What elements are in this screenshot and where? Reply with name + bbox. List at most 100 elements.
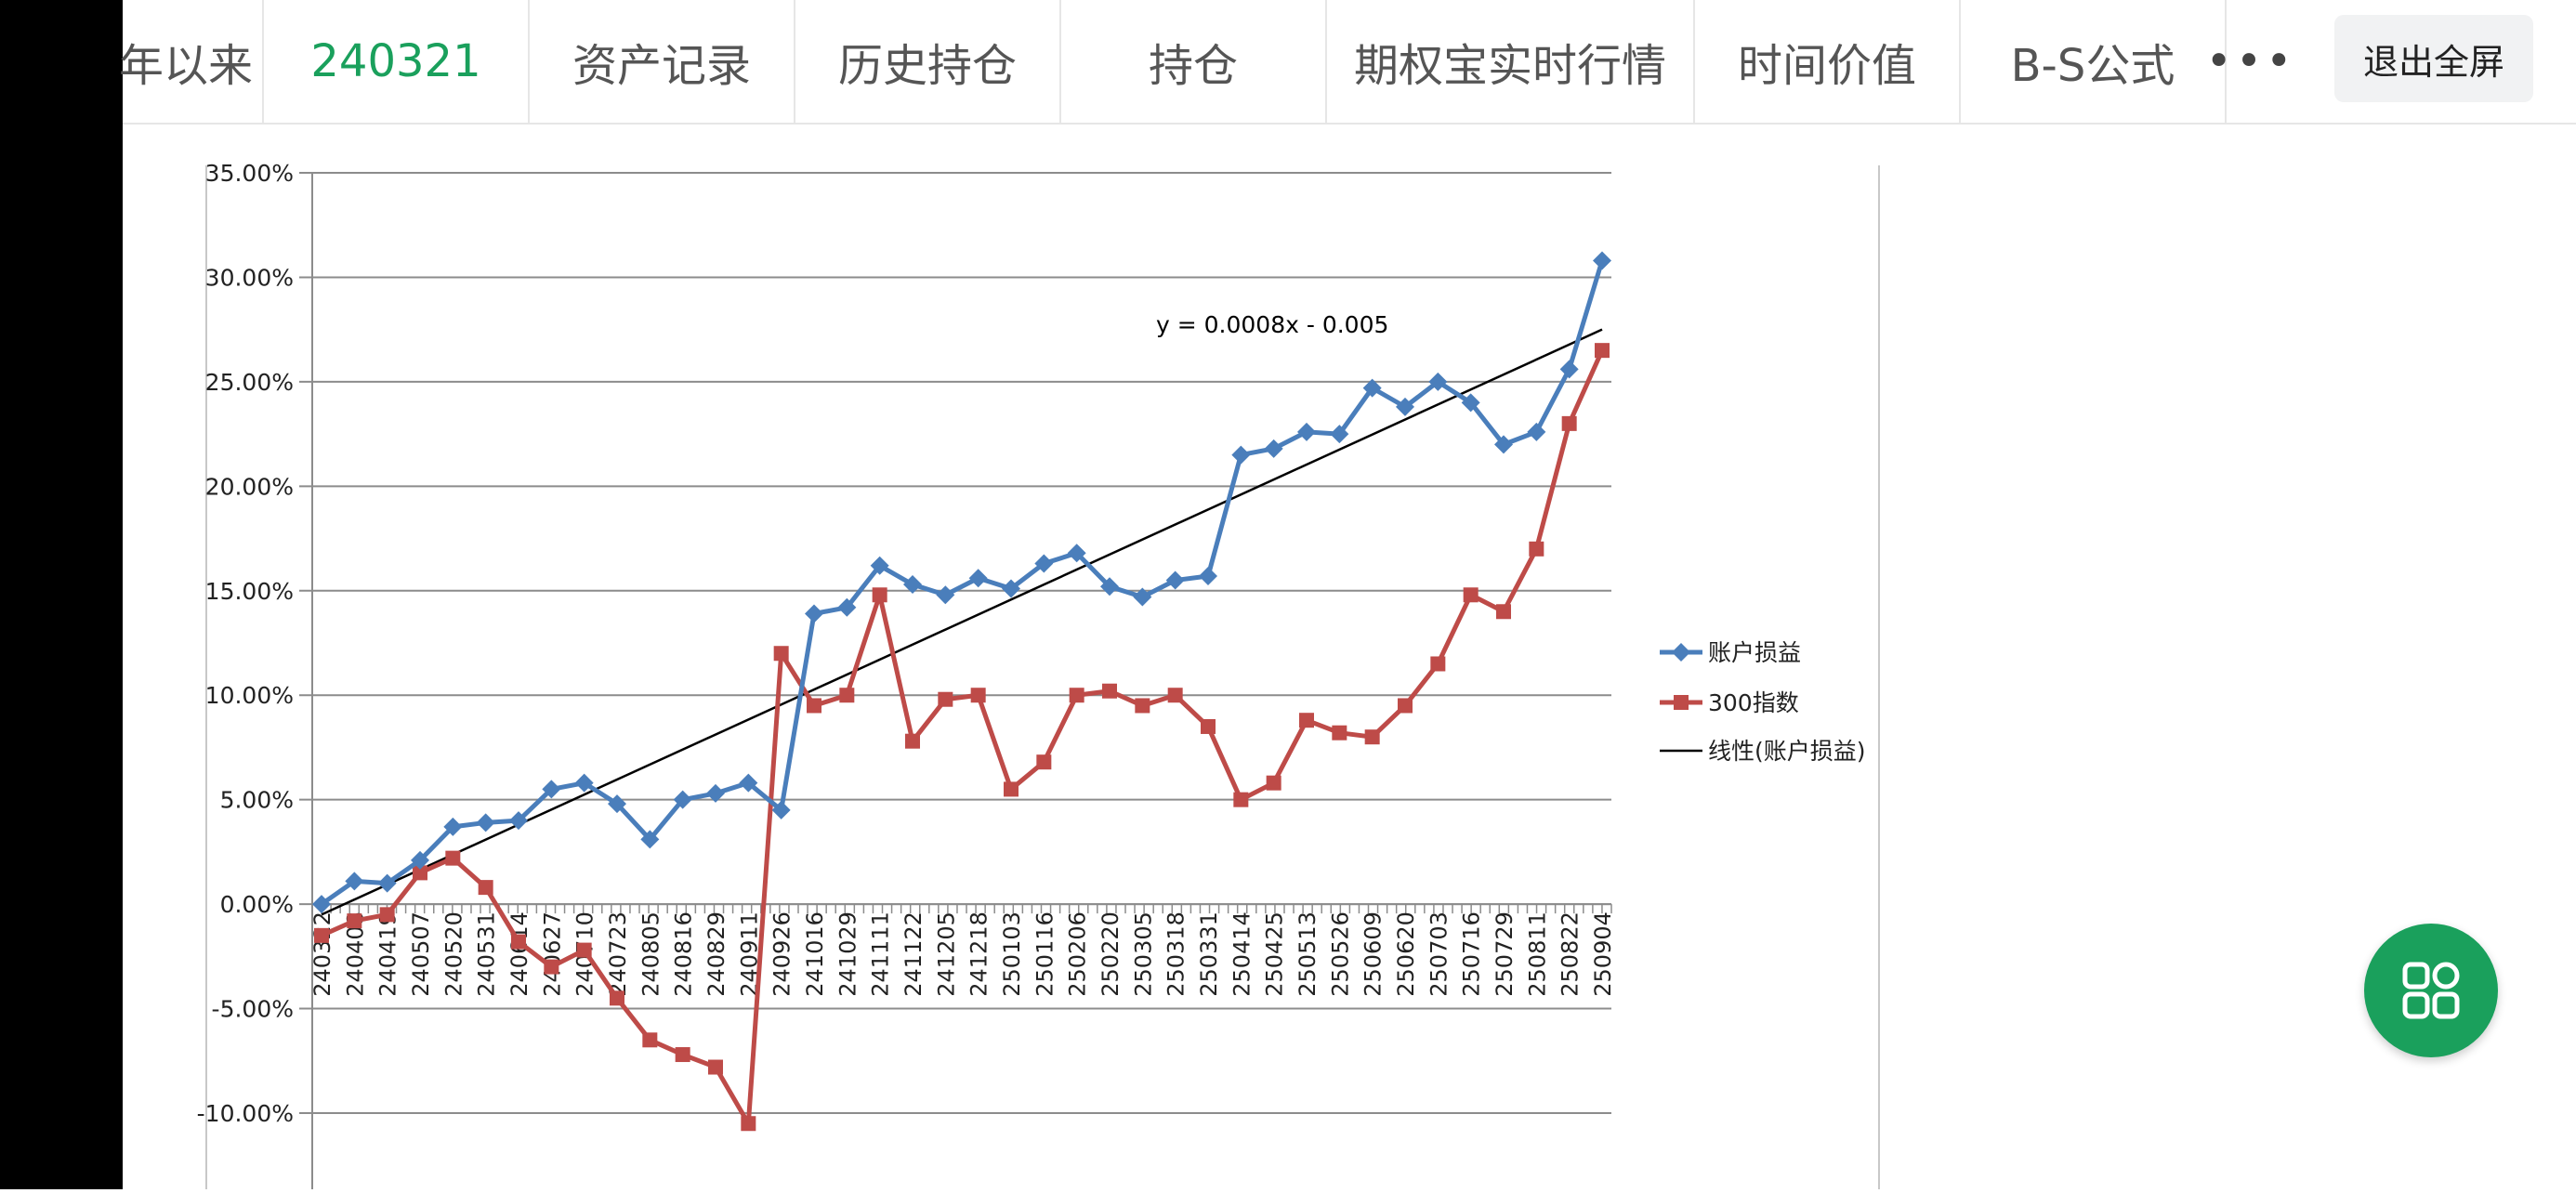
x-tick-label: 241016 [802,911,828,997]
tab-label: 年以来 [118,40,253,92]
x-tick-label: 250513 [1295,911,1321,997]
tab-holdings[interactable]: 持仓 [1061,0,1327,123]
data-point-account [1428,372,1448,391]
x-tick-label: 240627 [539,911,565,997]
exit-fullscreen-button[interactable]: 退出全屏 [2334,15,2533,102]
data-point-csi300 [1266,775,1281,791]
x-tick-label: 250425 [1262,911,1288,997]
x-tick-label: 240829 [703,911,729,997]
apps-grid-icon[interactable] [2364,924,2498,1057]
data-point-csi300 [544,959,559,975]
data-point-account [640,830,660,849]
data-point-account [1330,425,1349,444]
x-tick-label: 250526 [1327,911,1353,997]
data-point-account [509,811,528,831]
tab-label: 时间价值 [1737,40,1916,92]
y-tick-label: -10.00% [197,1100,294,1127]
data-point-csi300 [675,1047,690,1063]
data-point-csi300 [1201,718,1216,734]
tab-time-value[interactable]: 时间价值 [1695,0,1961,123]
data-point-account [805,604,823,623]
data-point-csi300 [970,688,986,703]
x-tick-label: 241205 [933,911,959,997]
x-tick-label: 240805 [637,911,664,997]
data-point-csi300 [807,698,821,714]
legend-label: 账户损益 [1708,639,1801,666]
x-tick-label: 250822 [1557,911,1584,997]
data-point-csi300 [1561,415,1577,431]
x-tick-label: 250729 [1492,911,1518,997]
data-point-csi300 [1398,698,1413,714]
data-point-account [1199,567,1217,586]
data-point-csi300 [379,907,395,923]
tab-year-to-date[interactable]: 年以来 [110,0,264,123]
data-point-csi300 [1529,541,1544,557]
y-tick-label: 0.00% [220,891,294,918]
data-point-csi300 [413,865,427,881]
left-black-margin [0,0,123,1189]
data-point-account [1362,378,1382,398]
data-point-account [1165,570,1185,590]
trendline [321,328,1603,916]
data-point-account [1034,554,1054,573]
x-tick-label: 241218 [966,911,992,997]
x-tick-label: 240531 [474,911,500,997]
tab-label: 资产记录 [572,40,751,92]
data-point-csi300 [1496,604,1511,620]
y-tick-label: 5.00% [220,787,294,814]
tab-label: 期权宝实时行情 [1353,40,1666,92]
tab-label: 240321 [310,35,481,87]
x-tick-label: 250220 [1097,911,1124,997]
data-point-account [542,780,561,799]
data-point-csi300 [839,688,855,703]
tab-history-holdings[interactable]: 历史持仓 [795,0,1061,123]
data-point-csi300 [610,990,624,1006]
x-tick-label: 241029 [835,911,861,997]
y-tick-label: 10.00% [205,682,294,709]
tab-label: 持仓 [1148,40,1238,92]
data-point-csi300 [1036,754,1052,770]
data-point-csi300 [445,850,461,866]
tab-asset-records[interactable]: 资产记录 [530,0,795,123]
series [312,251,1611,1132]
x-tick-label: 250620 [1393,911,1419,997]
data-point-account [1067,544,1086,563]
data-point-csi300 [872,587,887,603]
data-point-account [1100,577,1119,596]
data-point-csi300 [347,913,362,929]
x-tick-label: 240520 [440,911,467,997]
trendline-equation: y = 0.0008x - 0.005 [1156,311,1388,338]
data-point-csi300 [1102,683,1117,699]
data-point-account [345,872,364,891]
tab-bar: 年以来 240321 资产记录 历史持仓 持仓 期权宝实时行情 时间价值 B-S… [119,0,2576,125]
data-point-csi300 [1167,688,1183,703]
data-point-account [1002,579,1020,598]
x-tick-label: 241122 [900,911,927,997]
data-point-csi300 [1135,698,1150,714]
tab-bs-formula[interactable]: B-S公式 [1961,0,2227,123]
tab-option-realtime[interactable]: 期权宝实时行情 [1327,0,1695,123]
tab-label: 历史持仓 [837,40,1017,92]
data-point-account [574,773,594,793]
data-point-account [411,850,429,870]
data-point-account [1527,422,1546,441]
x-tick-label: 250206 [1065,911,1091,997]
x-tick-label: 250414 [1229,911,1255,997]
data-point-account [1231,445,1251,465]
tab-240321[interactable]: 240321 [264,0,530,123]
y-tick-label: 35.00% [205,160,294,187]
data-point-account [1461,393,1480,413]
x-tick-label: 250331 [1196,911,1222,997]
data-point-account [476,813,495,832]
legend-label: 300指数 [1708,689,1799,716]
data-point-account [936,585,955,605]
data-point-csi300 [773,646,789,662]
data-point-account [1264,439,1283,458]
data-point-csi300 [708,1059,723,1075]
data-point-account [608,794,626,814]
data-point-csi300 [741,1116,756,1132]
more-dots-icon[interactable]: ••• [2205,35,2296,87]
data-point-csi300 [642,1032,658,1048]
data-point-csi300 [1595,343,1610,359]
